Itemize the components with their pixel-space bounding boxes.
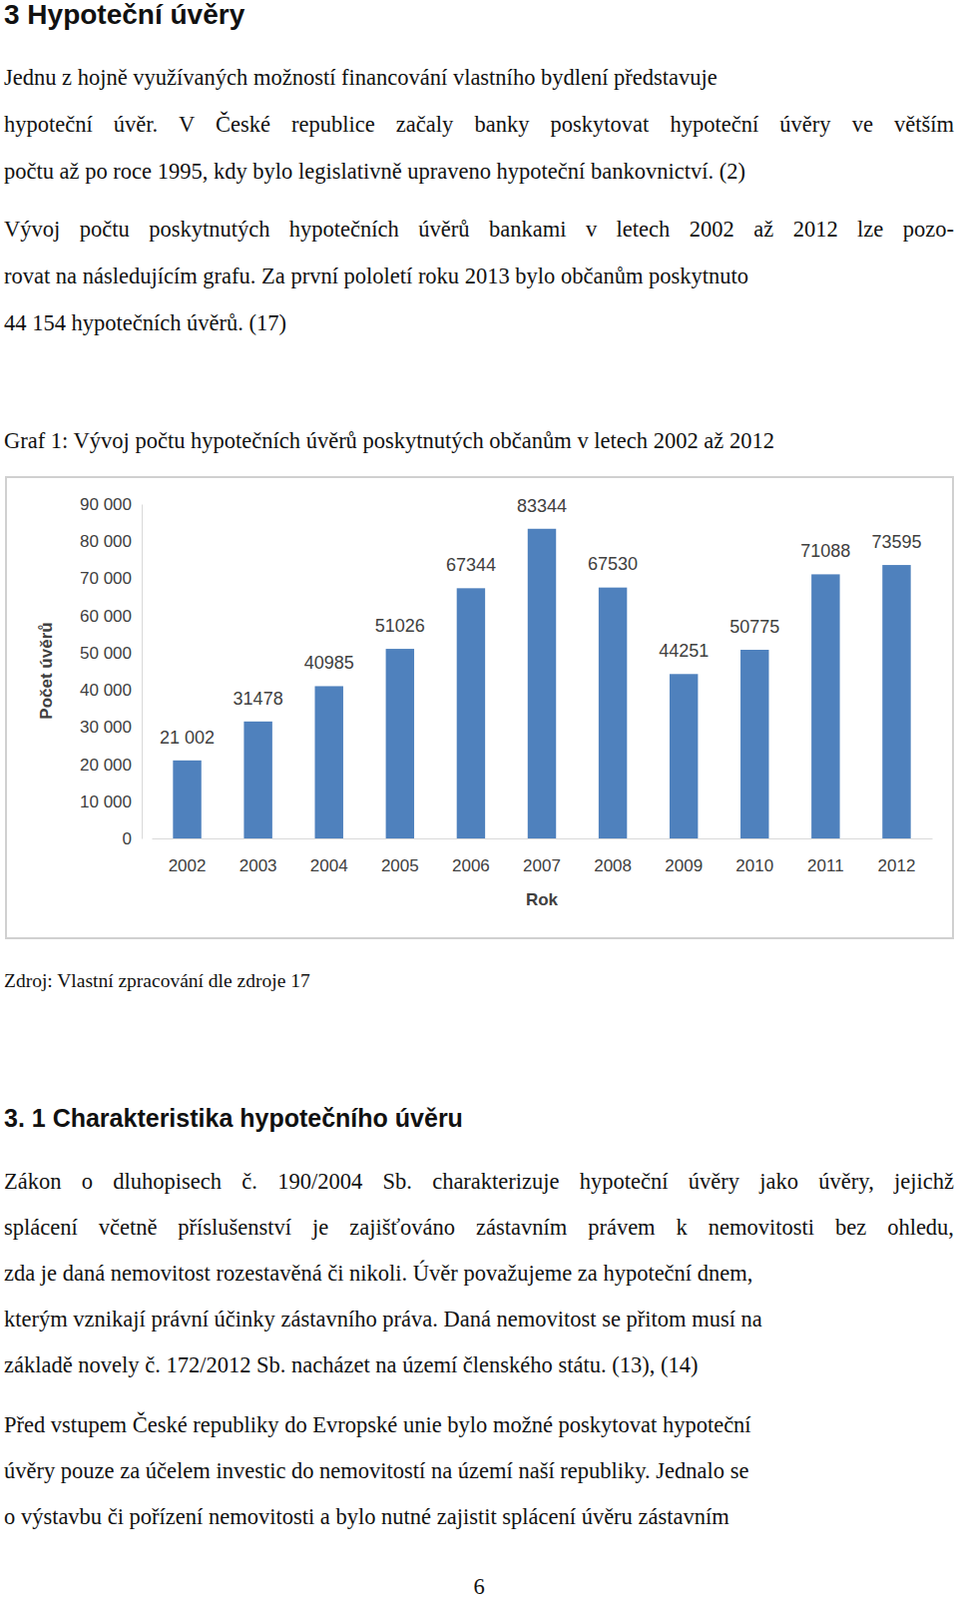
text-line: základě novely č. 172/2012 Sb. nacházet … (3, 1350, 955, 1381)
data-label: 40985 (304, 652, 355, 673)
x-tick: 2005 (381, 838, 420, 876)
text-line: Zákon o dluhopisech č. 190/2004 Sb. char… (3, 1166, 955, 1197)
bar (527, 528, 556, 839)
y-tick: 0 (122, 829, 142, 849)
text-line: počtu až po roce 1995, kdy bylo legislat… (3, 156, 955, 187)
bar (740, 649, 769, 839)
x-tick: 2008 (593, 838, 632, 876)
x-tick-label: 2009 (664, 856, 703, 876)
y-tick: 40 000 (79, 680, 142, 700)
data-labels: 21 002 31478 40985 51026 67344 83344 67530 4425… (159, 495, 922, 748)
x-tick: 2011 (807, 838, 845, 876)
y-tick: 10 000 (79, 792, 142, 812)
data-label: 83344 (516, 495, 567, 516)
y-tick: 20 000 (79, 754, 142, 774)
x-tick-label: 2010 (735, 856, 774, 876)
y-tick-label: 10 000 (79, 792, 132, 812)
y-tick-label: 0 (122, 829, 132, 849)
x-axis-line (152, 838, 934, 840)
text-line: kterým vznikají právní účinky zástavního… (3, 1304, 955, 1335)
data-label: 73595 (871, 531, 922, 552)
data-label: 67530 (587, 553, 638, 574)
data-label: 71088 (800, 540, 851, 561)
x-tick-label: 2004 (310, 856, 349, 876)
y-tick: 60 000 (79, 606, 142, 626)
y-tick-label: 50 000 (79, 643, 132, 663)
data-label: 31478 (233, 688, 284, 709)
x-axis: 2002 2003 2004 2005 2006 2007 2008 2009 2010 2011… (152, 838, 934, 876)
x-tick: 2003 (239, 838, 278, 876)
x-tick-label: 2012 (878, 856, 917, 876)
x-tick: 2009 (664, 838, 703, 876)
x-tick: 2010 (735, 838, 774, 876)
figure-caption: Graf 1: Vývoj počtu hypotečních úvěrů po… (3, 426, 955, 457)
text-line: hypoteční úvěr. V České republice začaly… (3, 109, 955, 140)
y-axis-line (141, 504, 143, 840)
figure-source: Zdroj: Vlastní zpracování dle zdroje 17 (3, 965, 955, 996)
data-label: 67344 (446, 554, 496, 575)
heading: 3 Hypoteční úvěry (3, 0, 245, 30)
y-tick: 50 000 (79, 643, 142, 663)
y-axis: 0 10 000 20 000 30 000 40 000 50 000 60 000 70 … (79, 494, 143, 849)
x-tick-label: 2002 (168, 856, 207, 876)
text-line: Jednu z hojně využívaných možností finan… (3, 62, 955, 93)
text-line: Před vstupem České republiky do Evropské… (3, 1410, 955, 1440)
x-tick-label: 2003 (239, 856, 278, 876)
y-tick-label: 80 000 (79, 531, 132, 551)
bar (598, 587, 627, 839)
y-tick: 80 000 (79, 531, 142, 551)
y-tick: 30 000 (79, 717, 142, 737)
data-label: 51026 (375, 615, 426, 636)
x-tick: 2002 (168, 838, 207, 876)
text-line: splácení včetně příslušenství je zajišťo… (3, 1212, 955, 1243)
text-line: Vývoj počtu poskytnutých hypotečních úvě… (3, 214, 955, 245)
x-tick: 2004 (310, 838, 349, 876)
y-tick-label: 60 000 (79, 606, 132, 626)
bar (669, 673, 698, 839)
y-tick-label: 90 000 (79, 494, 132, 514)
bar (882, 564, 911, 839)
x-tick-label: 2006 (452, 856, 490, 876)
y-tick-label: 30 000 (79, 717, 132, 737)
y-tick-label: 70 000 (79, 568, 132, 588)
bar-chart: 0 10 000 20 000 30 000 40 000 50 000 60 000 70 … (4, 476, 955, 940)
x-tick-label: 2005 (381, 856, 420, 876)
bar (315, 685, 344, 839)
text-line: zda je daná nemovitost rozestavěná či ni… (3, 1258, 955, 1289)
x-tick-label: 2011 (807, 856, 845, 876)
bar (243, 721, 272, 839)
text-line: 44 154 hypotečních úvěrů. (17) (3, 308, 955, 339)
y-axis-title: Počet úvěrů (36, 621, 56, 719)
y-tick: 90 000 (79, 494, 142, 514)
x-axis-title: Rok (525, 890, 559, 910)
bar (811, 573, 840, 839)
data-label: 50775 (729, 616, 780, 637)
text-line: úvěry pouze za účelem investic do nemovi… (3, 1455, 955, 1486)
bar (386, 648, 415, 839)
y-tick-label: 20 000 (79, 754, 132, 774)
text-line: rovat na následujícím grafu. Za první po… (3, 261, 955, 292)
bar (457, 587, 485, 839)
y-tick: 70 000 (79, 568, 142, 588)
x-tick: 2007 (522, 838, 561, 876)
section-heading: 3. 1 Charakteristika hypotečního úvěru (3, 1102, 464, 1133)
x-tick: 2006 (452, 838, 490, 876)
x-tick: 2012 (878, 838, 917, 876)
text-line: o výstavbu či pořízení nemovitosti a byl… (3, 1501, 955, 1532)
data-label: 21 002 (159, 727, 215, 748)
x-tick-label: 2008 (593, 856, 632, 876)
bars (172, 528, 911, 839)
bar (172, 760, 201, 839)
y-tick-label: 40 000 (79, 680, 132, 700)
page-number: 6 (3, 1571, 955, 1600)
data-label: 44251 (658, 640, 709, 661)
x-tick-label: 2007 (522, 856, 561, 876)
